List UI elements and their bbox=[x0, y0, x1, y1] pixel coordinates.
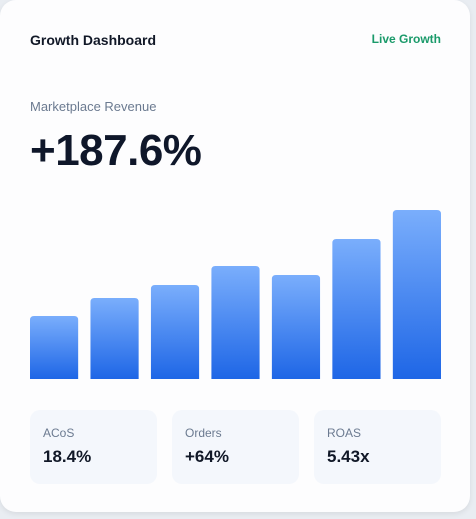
stat-card: Orders +64% bbox=[172, 410, 299, 484]
bar bbox=[211, 266, 260, 379]
stat-value: +64% bbox=[185, 447, 229, 466]
stat-label: Orders bbox=[185, 426, 222, 440]
stat-label: ACoS bbox=[43, 426, 75, 440]
stat-card: ROAS 5.43x bbox=[314, 410, 441, 484]
metric-label: Marketplace Revenue bbox=[30, 99, 157, 114]
live-badge: Live Growth bbox=[371, 32, 441, 46]
metric-value: +187.6% bbox=[30, 126, 202, 175]
stat-value: 5.43x bbox=[327, 447, 370, 466]
stat-card: ACoS 18.4% bbox=[30, 410, 157, 484]
bar bbox=[150, 285, 200, 379]
bar bbox=[30, 316, 79, 379]
bar bbox=[392, 210, 441, 379]
stat-label: ROAS bbox=[327, 426, 362, 440]
bar-chart bbox=[30, 210, 441, 379]
bar bbox=[332, 239, 381, 379]
card-title: Growth Dashboard bbox=[30, 32, 157, 48]
stat-value: 18.4% bbox=[43, 447, 92, 466]
bar bbox=[271, 275, 321, 379]
dashboard-card: Growth Dashboard Live Growth Marketplace… bbox=[0, 0, 470, 512]
bar bbox=[90, 298, 139, 379]
